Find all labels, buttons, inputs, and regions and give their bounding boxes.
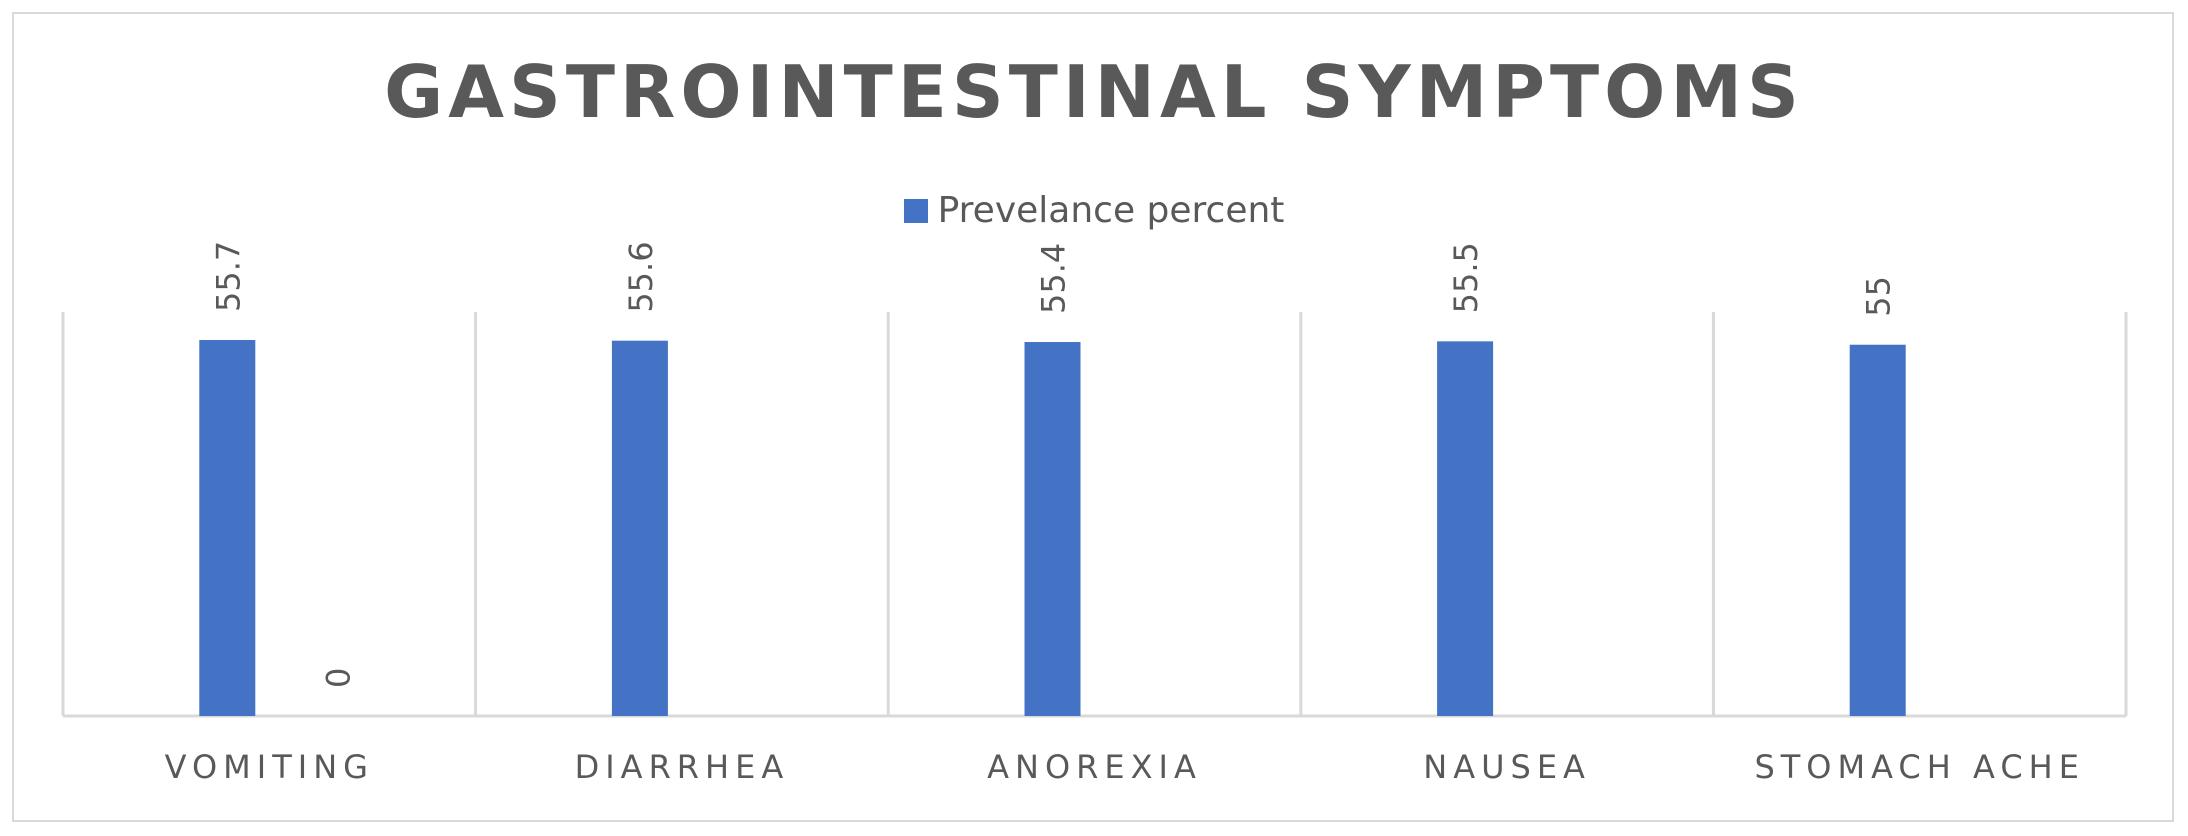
data-label: 55 [1860,276,1898,317]
bar [199,340,256,716]
data-label: 55.7 [209,241,247,312]
bar [1849,344,1906,716]
category-label: STOMACH ACHE [1754,748,2085,786]
bar [611,340,668,716]
legend: Prevelance percent [0,190,2188,231]
legend-label: Prevelance percent [937,190,1285,231]
chart-title: GASTROINTESTINAL SYMPTOMS [384,50,1804,134]
chart-frame [12,12,2174,822]
bar [1024,342,1081,716]
category-label: VOMITING [165,748,374,786]
category-label: DIARRHEA [575,748,790,786]
data-label-series-2: 0 [319,668,357,688]
category-label: ANOREXIA [987,748,1202,786]
legend-swatch [903,199,928,223]
bar [1437,341,1494,716]
data-label: 55.5 [1447,242,1485,313]
category-label: NAUSEA [1423,748,1591,786]
data-label: 55.4 [1035,243,1073,314]
data-label: 55.6 [622,241,660,312]
